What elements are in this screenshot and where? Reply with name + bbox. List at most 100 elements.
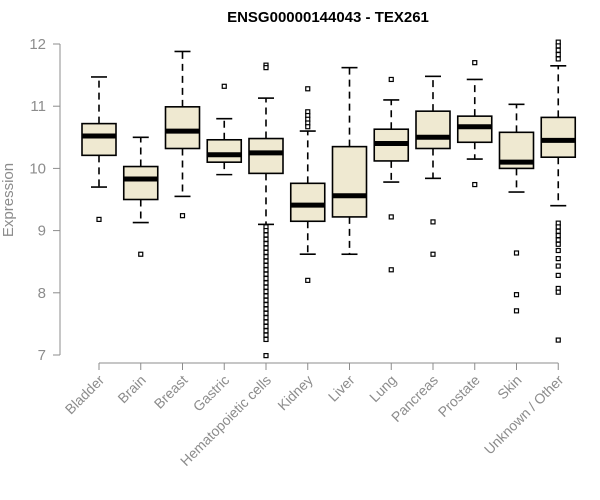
outlier-point bbox=[138, 251, 144, 257]
box-iqr bbox=[248, 137, 284, 175]
y-tick-label: 10 bbox=[29, 160, 46, 177]
y-tick-label: 12 bbox=[29, 36, 46, 53]
outlier-point bbox=[263, 241, 269, 247]
chart-title: ENSG00000144043 - TEX261 bbox=[227, 9, 429, 26]
outlier-point bbox=[555, 272, 561, 278]
outlier-point bbox=[263, 293, 269, 299]
outlier-point bbox=[430, 251, 436, 257]
outlier-point bbox=[555, 56, 561, 62]
box-group bbox=[415, 75, 451, 257]
outlier-point bbox=[263, 267, 269, 273]
outlier-point bbox=[263, 254, 269, 260]
outlier-point bbox=[263, 228, 269, 234]
outlier-point bbox=[555, 337, 561, 343]
outlier-point bbox=[263, 275, 269, 282]
x-tick-label: Breast bbox=[151, 372, 191, 412]
outlier-point bbox=[472, 181, 478, 188]
outlier-point bbox=[179, 213, 186, 219]
outlier-point bbox=[263, 328, 269, 334]
outlier-point bbox=[305, 86, 311, 92]
x-tick-label: Liver bbox=[325, 372, 358, 405]
outlier-point bbox=[263, 315, 269, 321]
outlier-point bbox=[263, 258, 269, 264]
x-tick-label: Skin bbox=[494, 372, 525, 403]
outlier-point bbox=[263, 332, 269, 338]
box-iqr bbox=[289, 182, 326, 223]
box-iqr bbox=[122, 165, 159, 201]
y-tick-label: 7 bbox=[38, 347, 46, 364]
box-group bbox=[122, 136, 159, 257]
box-group bbox=[81, 76, 117, 223]
outlier-point bbox=[472, 60, 478, 66]
outlier-point bbox=[513, 308, 520, 314]
outlier-point bbox=[263, 353, 269, 359]
x-tick-label: Kidney bbox=[274, 372, 316, 414]
box-group bbox=[331, 66, 368, 256]
outlier-point bbox=[555, 263, 561, 269]
outlier-point bbox=[388, 214, 394, 220]
outlier-point bbox=[555, 224, 561, 230]
outlier-point bbox=[263, 262, 269, 269]
outlier-point bbox=[555, 51, 561, 58]
outlier-point bbox=[263, 302, 269, 308]
boxes bbox=[81, 39, 577, 359]
outlier-point bbox=[263, 310, 269, 316]
outlier-point bbox=[263, 288, 269, 295]
y-tick-label: 8 bbox=[38, 285, 46, 302]
outlier-point bbox=[555, 241, 561, 247]
outlier-point bbox=[305, 124, 311, 130]
outlier-point bbox=[263, 319, 269, 325]
outlier-point bbox=[263, 249, 269, 255]
outlier-point bbox=[555, 228, 561, 234]
box-iqr bbox=[331, 145, 368, 218]
outlier-point bbox=[263, 284, 269, 290]
box-iqr bbox=[81, 122, 117, 157]
box-iqr bbox=[164, 106, 201, 150]
outlier-point bbox=[388, 76, 394, 83]
y-axis-label: Expression bbox=[0, 163, 17, 237]
box-iqr bbox=[415, 110, 451, 150]
outlier-point bbox=[555, 47, 561, 53]
y-tick-label: 11 bbox=[30, 98, 46, 115]
x-tick-label: Lung bbox=[366, 372, 399, 405]
outlier-point bbox=[555, 247, 561, 254]
outlier-point bbox=[430, 219, 436, 225]
outlier-point bbox=[263, 236, 269, 242]
x-tick-label: Prostate bbox=[435, 372, 483, 420]
outlier-point bbox=[555, 232, 561, 239]
box-group bbox=[456, 60, 493, 188]
outlier-point bbox=[263, 65, 269, 71]
outlier-point bbox=[263, 245, 269, 251]
box-iqr bbox=[540, 116, 577, 159]
box-group bbox=[206, 83, 243, 176]
box-group bbox=[373, 76, 410, 273]
outlier-point bbox=[555, 237, 561, 243]
x-tick-label: Bladder bbox=[62, 372, 108, 418]
outlier-point bbox=[263, 232, 269, 238]
x-tick-label: Brain bbox=[114, 372, 148, 406]
outlier-point bbox=[221, 83, 227, 89]
outlier-point bbox=[513, 292, 520, 298]
outlier-point bbox=[263, 336, 269, 343]
box-group bbox=[164, 50, 201, 219]
box-group bbox=[540, 39, 577, 343]
outlier-point bbox=[263, 271, 269, 277]
y-axis: 7 8 9 10 11 12 bbox=[29, 36, 61, 364]
outlier-point bbox=[263, 280, 269, 286]
x-tick-label: Unknown / Other bbox=[481, 372, 567, 458]
box-group bbox=[248, 62, 284, 359]
outlier-point bbox=[263, 306, 269, 312]
box-group bbox=[498, 103, 535, 314]
box-iqr bbox=[206, 138, 243, 163]
outlier-point bbox=[305, 277, 311, 283]
outlier-point bbox=[263, 297, 269, 303]
outlier-point bbox=[388, 267, 394, 273]
outlier-point bbox=[555, 289, 561, 295]
outlier-point bbox=[555, 255, 561, 262]
box-group bbox=[289, 86, 326, 283]
outlier-point bbox=[555, 43, 561, 49]
outlier-point bbox=[513, 250, 520, 256]
y-tick-label: 9 bbox=[38, 223, 46, 240]
